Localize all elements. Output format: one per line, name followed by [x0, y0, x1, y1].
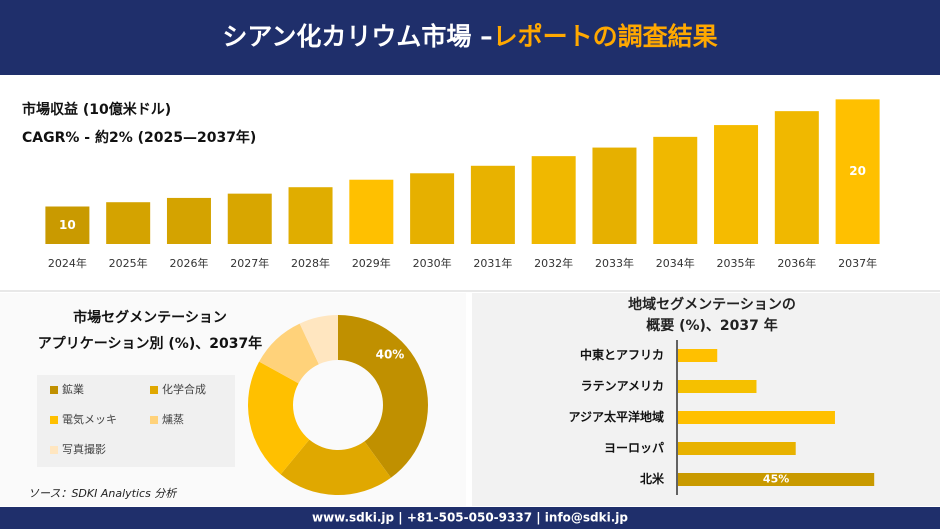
- legend-label: 化学合成: [162, 382, 206, 396]
- chart-subtitle: 概要 (%)、2037 年: [646, 317, 778, 334]
- bar: [106, 202, 151, 244]
- y-tick-label: アジア太平洋地域: [568, 409, 664, 424]
- data-label: 10: [59, 218, 76, 232]
- chart-title: 市場セグメンテーション: [73, 309, 227, 326]
- x-tick-label: 2029年: [352, 256, 391, 270]
- bar: [653, 136, 698, 244]
- title-main: シアン化カリウム市場 –: [222, 22, 492, 51]
- source: ソース：SDKI Analytics 分析: [28, 487, 178, 500]
- legend-swatch: [50, 446, 58, 454]
- data-label: 45%: [763, 473, 789, 486]
- donut-segment: [247, 361, 310, 475]
- donut-segment: [280, 439, 391, 495]
- chart-subtitle: アプリケーション別 (%)、2037年: [38, 335, 262, 352]
- x-tick-label: 2036年: [777, 256, 816, 270]
- donut-segment: [299, 315, 338, 365]
- bar: [678, 349, 718, 362]
- data-label: 20: [849, 164, 866, 178]
- legend-swatch: [150, 416, 158, 424]
- bar: [45, 206, 90, 244]
- bar: [410, 173, 455, 244]
- legend-label: 燻蒸: [162, 412, 184, 426]
- donut-segment: [338, 315, 428, 478]
- legend-swatch: [50, 386, 58, 394]
- bar: [774, 111, 819, 245]
- y-tick-label: ラテンアメリカ: [581, 379, 664, 393]
- bar: [288, 187, 333, 244]
- x-tick-label: 2034年: [656, 256, 695, 270]
- x-tick-label: 2026年: [169, 256, 208, 270]
- legend-box: [37, 375, 235, 467]
- data-label: 40%: [376, 348, 405, 362]
- bar: [835, 99, 880, 244]
- bar: [678, 411, 835, 424]
- x-tick-label: 2032年: [534, 256, 573, 270]
- bar: [714, 125, 759, 244]
- x-tick-label: 2028年: [291, 256, 330, 270]
- x-tick-label: 2033年: [595, 256, 634, 270]
- bar: [678, 473, 875, 486]
- bar: [166, 197, 211, 244]
- footer-band: [0, 507, 940, 529]
- bar: [470, 165, 515, 244]
- x-tick-label: 2035年: [717, 256, 756, 270]
- x-tick-label: 2024年: [48, 256, 87, 270]
- donut-segment: [259, 323, 319, 384]
- bar: [678, 442, 796, 455]
- bar: [592, 147, 637, 244]
- y-tick-label: 北米: [640, 471, 665, 486]
- title-highlight: レポートの調査結果: [493, 22, 718, 51]
- x-tick-label: 2031年: [473, 256, 512, 270]
- right-panel: [472, 293, 940, 506]
- header-title: シアン化カリウム市場 –レポートの調査結果: [222, 22, 717, 51]
- bar: [531, 156, 576, 244]
- bar: [349, 179, 394, 244]
- legend-swatch: [150, 386, 158, 394]
- x-tick-label: 2025年: [109, 256, 148, 270]
- legend-label: 写真撮影: [62, 442, 106, 456]
- y-tick-label: 中東とアフリカ: [580, 347, 664, 362]
- footer: www.sdki.jp | +81-505-050-9337 | info@sd…: [312, 511, 628, 525]
- bar: [227, 193, 272, 244]
- legend-label: 電気メッキ: [62, 412, 117, 426]
- legend-label: 鉱業: [62, 382, 84, 396]
- x-tick-label: 2027年: [230, 256, 269, 270]
- chart-title: 地域セグメンテーションの: [628, 296, 796, 313]
- x-tick-label: 2030年: [413, 256, 452, 270]
- x-tick-label: 2037年: [838, 256, 877, 270]
- legend-swatch: [50, 416, 58, 424]
- y-tick-label: ヨーロッパ: [604, 441, 664, 455]
- chart-subtitle: CAGR% - 約2% (2025—2037年): [22, 129, 256, 146]
- header-band: [0, 0, 940, 75]
- bar: [678, 380, 757, 393]
- chart-title: 市場収益 (10億米ドル): [22, 101, 171, 118]
